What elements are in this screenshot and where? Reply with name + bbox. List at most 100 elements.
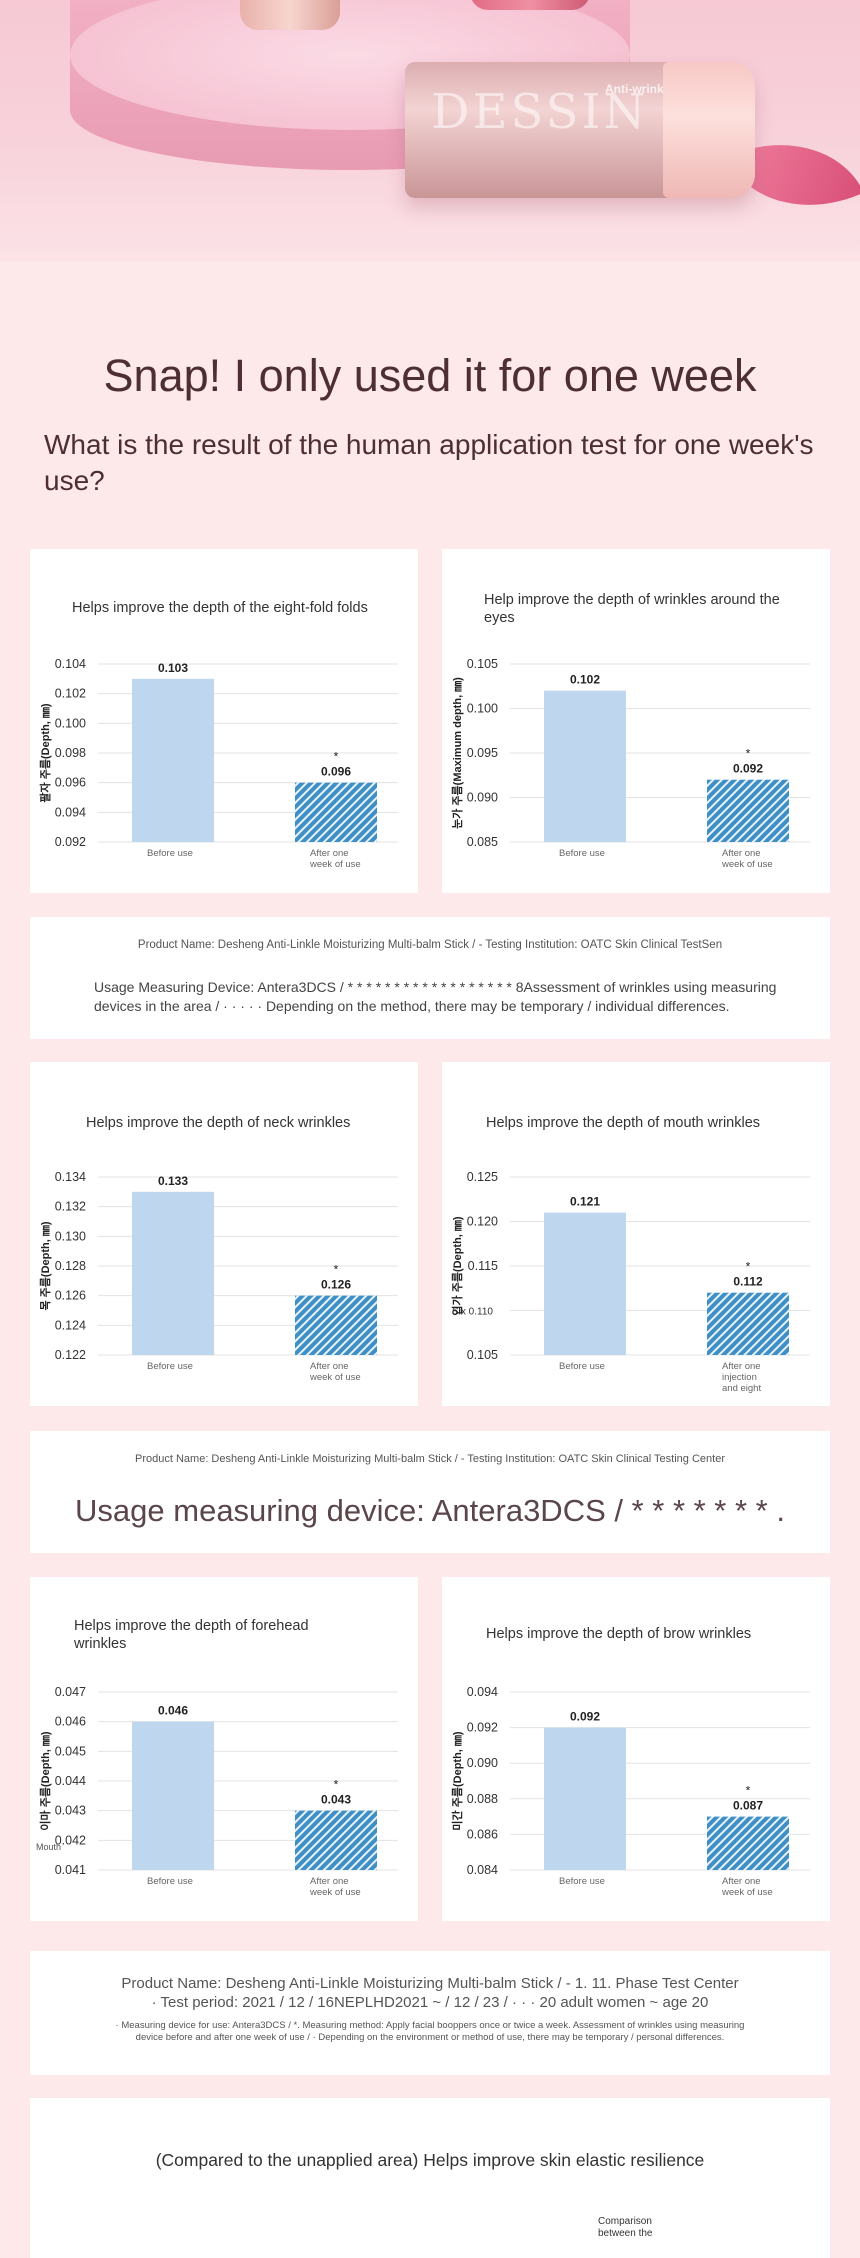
x-category-label: After one week of use xyxy=(721,1876,773,1898)
bar-after xyxy=(707,1292,789,1355)
info-box-3: Product Name: Desheng Anti-Linkle Moistu… xyxy=(30,1951,830,2075)
info-product-line: Product Name: Desheng Anti-Linkle Moistu… xyxy=(121,1975,739,1992)
chart-title: Helps improve the depth of mouth wrinkle… xyxy=(486,1115,761,1131)
product-jar xyxy=(240,0,340,30)
info-box-1: Product Name: Desheng Anti-Linkle Moistu… xyxy=(30,917,830,1039)
y-tick-label: 0.100 xyxy=(55,716,86,730)
info-box-2: Product Name: Desheng Anti-Linkle Moistu… xyxy=(30,1431,830,1553)
data-label: 0.102 xyxy=(570,673,600,687)
page-subheadline: What is the result of the human applicat… xyxy=(44,429,814,496)
y-tick-label: 0.132 xyxy=(55,1200,86,1214)
brand-logo: DESSIN xyxy=(431,84,649,140)
x-category-label: After one week of use xyxy=(309,1361,361,1383)
data-label: 0.092 xyxy=(733,762,763,776)
y-tick-label: 0.090 xyxy=(467,1756,498,1770)
significance-mark: * xyxy=(334,1263,339,1277)
y-tick-label: 0.120 xyxy=(467,1215,498,1229)
bar-before xyxy=(544,1727,626,1870)
y-axis-label: 입가 주름(Depth, ㎜) xyxy=(450,1216,464,1315)
elasticity-card: (Compared to the unapplied area) Helps i… xyxy=(30,2098,830,2258)
y-tick-label: 0.102 xyxy=(55,687,86,701)
y-tick-label: 0.105 xyxy=(467,1348,498,1362)
x-category-label: Before use xyxy=(559,1876,605,1887)
bar-after xyxy=(295,1295,377,1355)
significance-mark: * xyxy=(746,747,751,761)
bar-after xyxy=(295,782,377,842)
chart-card-eight-fold: Helps improve the depth of the eight-fol… xyxy=(30,549,418,893)
x-category-label: After one week of use xyxy=(309,848,361,870)
y-tick-label: 0.115 xyxy=(468,1259,498,1273)
bar-before xyxy=(544,690,626,842)
chart-title: Helps improve the depth of brow wrinkles xyxy=(486,1626,752,1642)
y-axis-label: 눈가 주름(Maximum depth, ㎜) xyxy=(450,677,464,829)
y-tick-label: 0.092 xyxy=(467,1721,498,1735)
chart-card-neck: Helps improve the depth of neck wrinkles… xyxy=(30,1062,418,1406)
bar-after xyxy=(707,1816,789,1870)
significance-mark: * xyxy=(334,1778,339,1792)
bar-chart-eight-fold: 0.104 0.102 0.100 0.098 0.096 0.094 0.092 팔자 주름… xyxy=(38,657,398,870)
bar-after xyxy=(707,779,789,842)
y-tick-label: 0.042 xyxy=(55,1833,86,1847)
y-tick-label: 0.124 xyxy=(55,1318,86,1332)
stick-cap xyxy=(663,62,755,198)
info-product-line: Product Name: Desheng Anti-Linkle Moistu… xyxy=(137,939,723,951)
product-label: Anti-wrinkle xyxy=(605,82,674,96)
y-axis-label: 이마 주름(Depth, ㎜) xyxy=(38,1731,52,1830)
data-label: 0.133 xyxy=(158,1174,188,1188)
product-stick: DESSIN Anti-wrinkle xyxy=(405,62,755,198)
info-note-line: device before and after one week of use … xyxy=(135,2032,725,2043)
y-tick-label: 0.095 xyxy=(467,746,498,760)
y-axis-label: 목 주름(Depth, ㎜) xyxy=(39,1221,52,1310)
y-axis-extra-label: Mouth xyxy=(36,1842,61,1852)
significance-mark: * xyxy=(746,1260,751,1274)
x-category-label: Before use xyxy=(559,1361,605,1372)
y-tick-label: Six 0.110 xyxy=(452,1307,493,1318)
y-tick-label: 0.086 xyxy=(467,1827,498,1841)
bar-before xyxy=(544,1212,626,1355)
data-label: 0.103 xyxy=(158,661,188,675)
y-tick-label: 0.098 xyxy=(55,746,86,760)
y-tick-label: 0.130 xyxy=(55,1229,86,1243)
data-label: 0.112 xyxy=(733,1275,763,1289)
data-label: 0.126 xyxy=(321,1278,351,1292)
significance-mark: * xyxy=(334,750,339,764)
y-tick-label: 0.092 xyxy=(55,835,86,849)
y-tick-label: 0.047 xyxy=(55,1685,86,1699)
x-category-label: Before use xyxy=(147,1361,193,1372)
page-headline: Snap! I only used it for one week xyxy=(103,350,757,401)
bar-chart-forehead: 0.047 0.046 0.045 0.044 0.043 0.042 0.041 이마 주름… xyxy=(36,1685,398,1898)
chart-card-eyes: Help improve the depth of wrinkles aroun… xyxy=(442,549,830,893)
bar-chart-brow: 0.094 0.092 0.090 0.088 0.086 0.084 미간 주름(Dept… xyxy=(450,1685,810,1898)
comparison-note: Comparison between the xyxy=(598,2216,653,2239)
y-tick-label: 0.134 xyxy=(55,1170,86,1184)
product-jar-pink xyxy=(470,0,590,10)
y-tick-label: 0.096 xyxy=(55,776,86,790)
x-category-label: Before use xyxy=(559,848,605,859)
y-tick-label: 0.043 xyxy=(55,1804,86,1818)
data-label: 0.043 xyxy=(321,1793,351,1807)
y-tick-label: 0.046 xyxy=(55,1715,86,1729)
elasticity-title: (Compared to the unapplied area) Helps i… xyxy=(155,2150,705,2170)
info-method-line: · Measuring device for use: Antera3DCS /… xyxy=(115,2020,745,2031)
y-axis-label: 팔자 주름(Depth, ㎜) xyxy=(38,703,52,802)
y-tick-label: 0.105 xyxy=(467,657,498,671)
chart-card-mouth: Helps improve the depth of mouth wrinkle… xyxy=(442,1062,830,1406)
chart-title: Help improve the depth of wrinkles aroun… xyxy=(484,592,780,626)
x-category-label: After one week of use xyxy=(309,1876,361,1898)
chart-title: Helps improve the depth of the eight-fol… xyxy=(72,600,368,616)
x-category-label: Before use xyxy=(147,1876,193,1887)
y-tick-label: 0.094 xyxy=(467,1685,498,1699)
x-category-label: Before use xyxy=(147,848,193,859)
y-axis-label: 미간 주름(Depth, ㎜) xyxy=(450,1731,464,1830)
chart-card-brow: Helps improve the depth of brow wrinkles… xyxy=(442,1577,830,1921)
bar-chart-neck: 0.134 0.132 0.130 0.128 0.126 0.124 0.122 목 주름(… xyxy=(39,1170,398,1383)
significance-mark: * xyxy=(746,1784,751,1798)
chart-card-forehead: Helps improve the depth of forehead wrin… xyxy=(30,1577,418,1921)
data-label: 0.096 xyxy=(321,765,351,779)
data-label: 0.092 xyxy=(570,1710,600,1724)
y-tick-label: 0.090 xyxy=(467,791,498,805)
bar-chart-mouth: 0.125 0.120 0.115 Six 0.110 0.105 입가 주름(Depth… xyxy=(450,1170,810,1394)
chart-title: Helps improve the depth of forehead wrin… xyxy=(74,1618,309,1652)
y-tick-label: 0.094 xyxy=(55,805,86,819)
